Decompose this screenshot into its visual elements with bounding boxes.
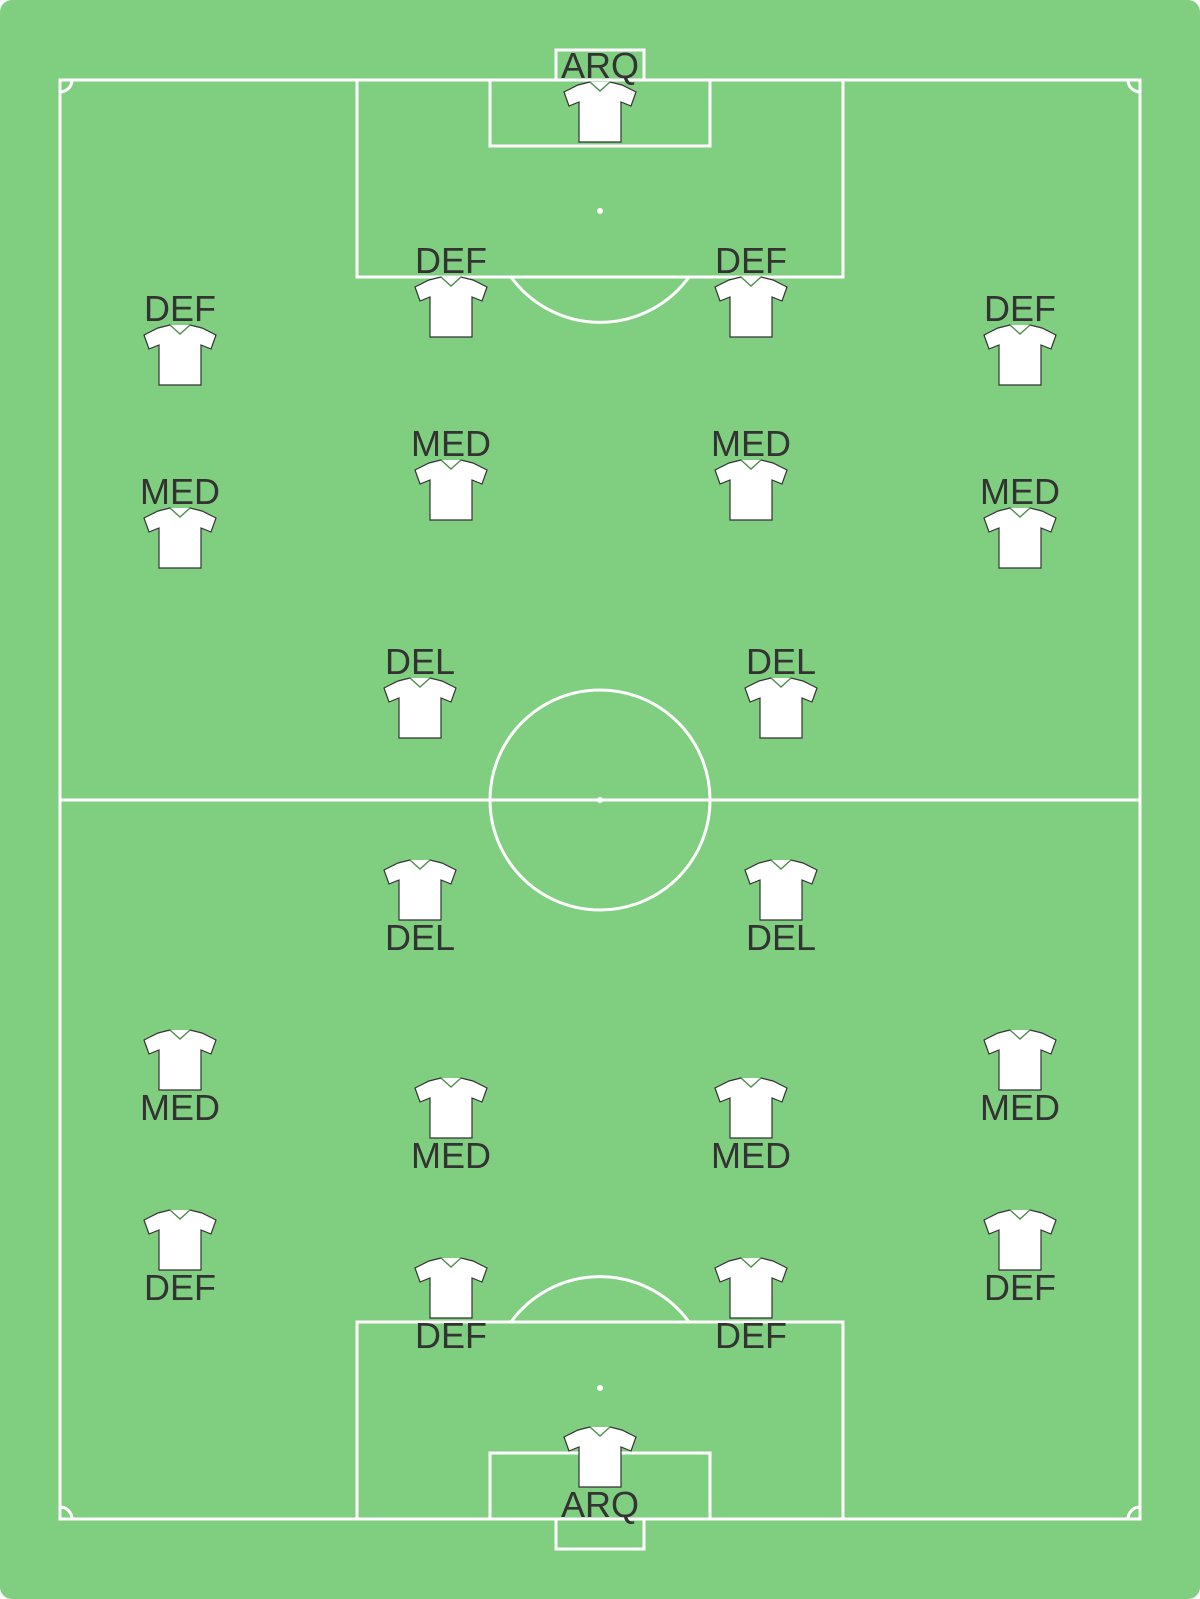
position-label: DEF <box>144 1267 216 1308</box>
player-marker: DEF <box>143 288 217 386</box>
bottom-penalty-arc <box>509 1275 691 1323</box>
jersey-icon <box>563 1426 637 1488</box>
player-marker: DEL <box>744 859 818 958</box>
bottom-goal <box>554 1517 646 1551</box>
jersey-icon <box>143 1029 217 1091</box>
position-label: MED <box>980 471 1060 512</box>
top-penalty-spot <box>597 208 603 214</box>
position-label: DEF <box>144 288 216 329</box>
jersey-icon <box>983 324 1057 386</box>
player-marker: DEF <box>983 1209 1057 1308</box>
team-bottom: DEL DEL MED MED MED MED DEF DEF DEF DEF ARQ <box>140 859 1060 1525</box>
jersey-icon <box>983 1209 1057 1271</box>
corner-arc-bottom-right <box>1126 1505 1141 1520</box>
position-label: DEL <box>746 917 816 958</box>
team-top: ARQ DEF DEF DEF DEF MED MED MED MED DEL DEL <box>140 45 1060 739</box>
corner-arc-bottom-left <box>59 1505 74 1520</box>
player-marker: DEL <box>383 859 457 958</box>
jersey-icon <box>143 324 217 386</box>
position-label: ARQ <box>561 1484 639 1525</box>
player-marker: DEF <box>414 240 488 338</box>
player-marker: DEL <box>383 641 457 739</box>
jersey-icon <box>143 507 217 569</box>
player-marker: MED <box>980 471 1060 569</box>
jersey-icon <box>714 1257 788 1319</box>
center-circle <box>488 688 712 912</box>
jersey-icon <box>983 1029 1057 1091</box>
player-marker: DEF <box>143 1209 217 1308</box>
jersey-icon <box>714 276 788 338</box>
jersey-icon <box>563 81 637 143</box>
jersey-icon <box>414 1077 488 1139</box>
position-label: MED <box>411 423 491 464</box>
player-marker: MED <box>711 423 791 521</box>
position-label: MED <box>711 423 791 464</box>
position-label: MED <box>711 1135 791 1176</box>
corner-arc-top-right <box>1126 79 1141 94</box>
jersey-icon <box>714 1077 788 1139</box>
player-marker: ARQ <box>561 1426 639 1525</box>
jersey-icon <box>414 459 488 521</box>
player-marker: MED <box>411 1077 491 1176</box>
position-label: ARQ <box>561 45 639 86</box>
position-label: DEL <box>385 641 455 682</box>
top-penalty-arc <box>509 276 691 324</box>
position-label: DEF <box>715 240 787 281</box>
player-marker: DEF <box>714 240 788 338</box>
player-marker: MED <box>411 423 491 521</box>
player-marker: DEF <box>414 1257 488 1356</box>
position-label: DEF <box>415 1315 487 1356</box>
position-label: DEF <box>984 288 1056 329</box>
player-marker: DEL <box>744 641 818 739</box>
position-label: DEF <box>984 1267 1056 1308</box>
corner-arc-top-left <box>59 79 74 94</box>
top-goal <box>554 48 646 82</box>
player-marker: MED <box>140 471 220 569</box>
player-marker: MED <box>140 1029 220 1128</box>
position-label: DEL <box>746 641 816 682</box>
position-label: MED <box>411 1135 491 1176</box>
field-markings <box>58 48 1142 1551</box>
position-label: DEF <box>415 240 487 281</box>
position-label: DEF <box>715 1315 787 1356</box>
player-marker: DEF <box>983 288 1057 386</box>
jersey-icon <box>414 1257 488 1319</box>
jersey-icon <box>383 859 457 921</box>
position-label: MED <box>140 1087 220 1128</box>
jersey-icon <box>983 507 1057 569</box>
position-label: MED <box>980 1087 1060 1128</box>
jersey-icon <box>714 459 788 521</box>
player-marker: ARQ <box>561 45 639 143</box>
jersey-icon <box>383 677 457 739</box>
player-marker: MED <box>980 1029 1060 1128</box>
position-label: DEL <box>385 917 455 958</box>
jersey-icon <box>744 859 818 921</box>
player-marker: DEF <box>714 1257 788 1356</box>
jersey-icon <box>414 276 488 338</box>
jersey-icon <box>744 677 818 739</box>
center-spot <box>597 797 603 803</box>
bottom-penalty-spot <box>597 1385 603 1391</box>
jersey-icon <box>143 1209 217 1271</box>
player-marker: MED <box>711 1077 791 1176</box>
position-label: MED <box>140 471 220 512</box>
